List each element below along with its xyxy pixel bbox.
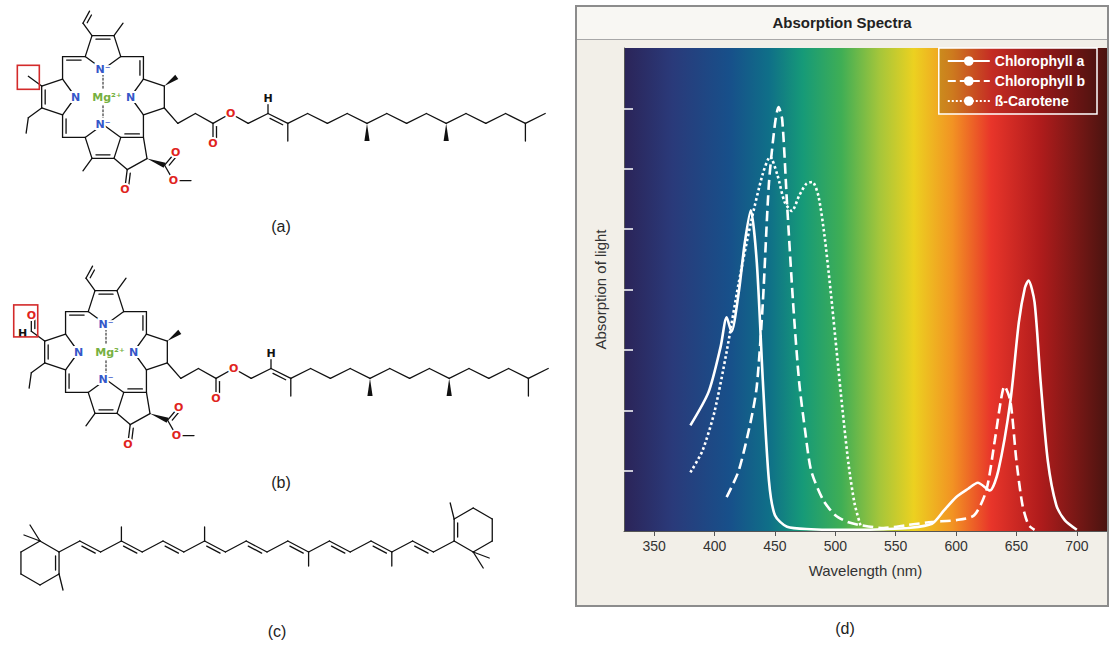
svg-text:Absorption of light: Absorption of light: [592, 229, 609, 350]
svg-text:O: O: [172, 429, 181, 442]
svg-text:Chlorophyll b: Chlorophyll b: [995, 73, 1085, 89]
svg-text:N: N: [129, 346, 138, 359]
svg-text:O: O: [226, 107, 235, 120]
svg-text:N⁻: N⁻: [98, 373, 113, 386]
svg-text:O: O: [120, 183, 129, 196]
svg-text:O: O: [27, 309, 36, 322]
svg-text:N: N: [74, 346, 83, 359]
svg-text:O: O: [174, 401, 183, 414]
html-text:(d): (d): [835, 620, 855, 637]
svg-text:N⁻: N⁻: [95, 118, 110, 131]
svg-text:O: O: [208, 137, 217, 150]
svg-text:O: O: [171, 146, 180, 159]
svg-text:O: O: [169, 174, 178, 187]
svg-text:N: N: [126, 91, 135, 104]
svg-text:H: H: [266, 347, 275, 360]
svg-text:400: 400: [703, 538, 727, 554]
svg-text:H: H: [263, 92, 272, 105]
svg-text:(c): (c): [268, 623, 287, 640]
svg-text:O: O: [123, 438, 132, 451]
svg-text:700: 700: [1065, 538, 1089, 554]
svg-text:Chlorophyll a: Chlorophyll a: [995, 53, 1085, 69]
svg-text:350: 350: [643, 538, 667, 554]
svg-text:N⁻: N⁻: [98, 318, 113, 331]
svg-text:600: 600: [944, 538, 968, 554]
svg-text:550: 550: [884, 538, 908, 554]
svg-text:450: 450: [763, 538, 787, 554]
svg-text:N: N: [71, 91, 80, 104]
svg-text:(b): (b): [271, 474, 291, 491]
svg-text:500: 500: [824, 538, 848, 554]
svg-text:ß-Carotene: ß-Carotene: [995, 93, 1069, 109]
svg-text:O: O: [211, 392, 220, 405]
html-text:Absorption Spectra: Absorption Spectra: [772, 14, 912, 31]
svg-text:Mg²⁺: Mg²⁺: [95, 346, 125, 359]
svg-text:Mg²⁺: Mg²⁺: [92, 91, 122, 104]
svg-text:Wavelength (nm): Wavelength (nm): [809, 562, 923, 579]
svg-text:O: O: [229, 362, 238, 375]
svg-text:(a): (a): [271, 218, 291, 235]
svg-text:H: H: [18, 327, 27, 340]
svg-text:N⁻: N⁻: [95, 63, 110, 76]
svg-text:650: 650: [1005, 538, 1029, 554]
